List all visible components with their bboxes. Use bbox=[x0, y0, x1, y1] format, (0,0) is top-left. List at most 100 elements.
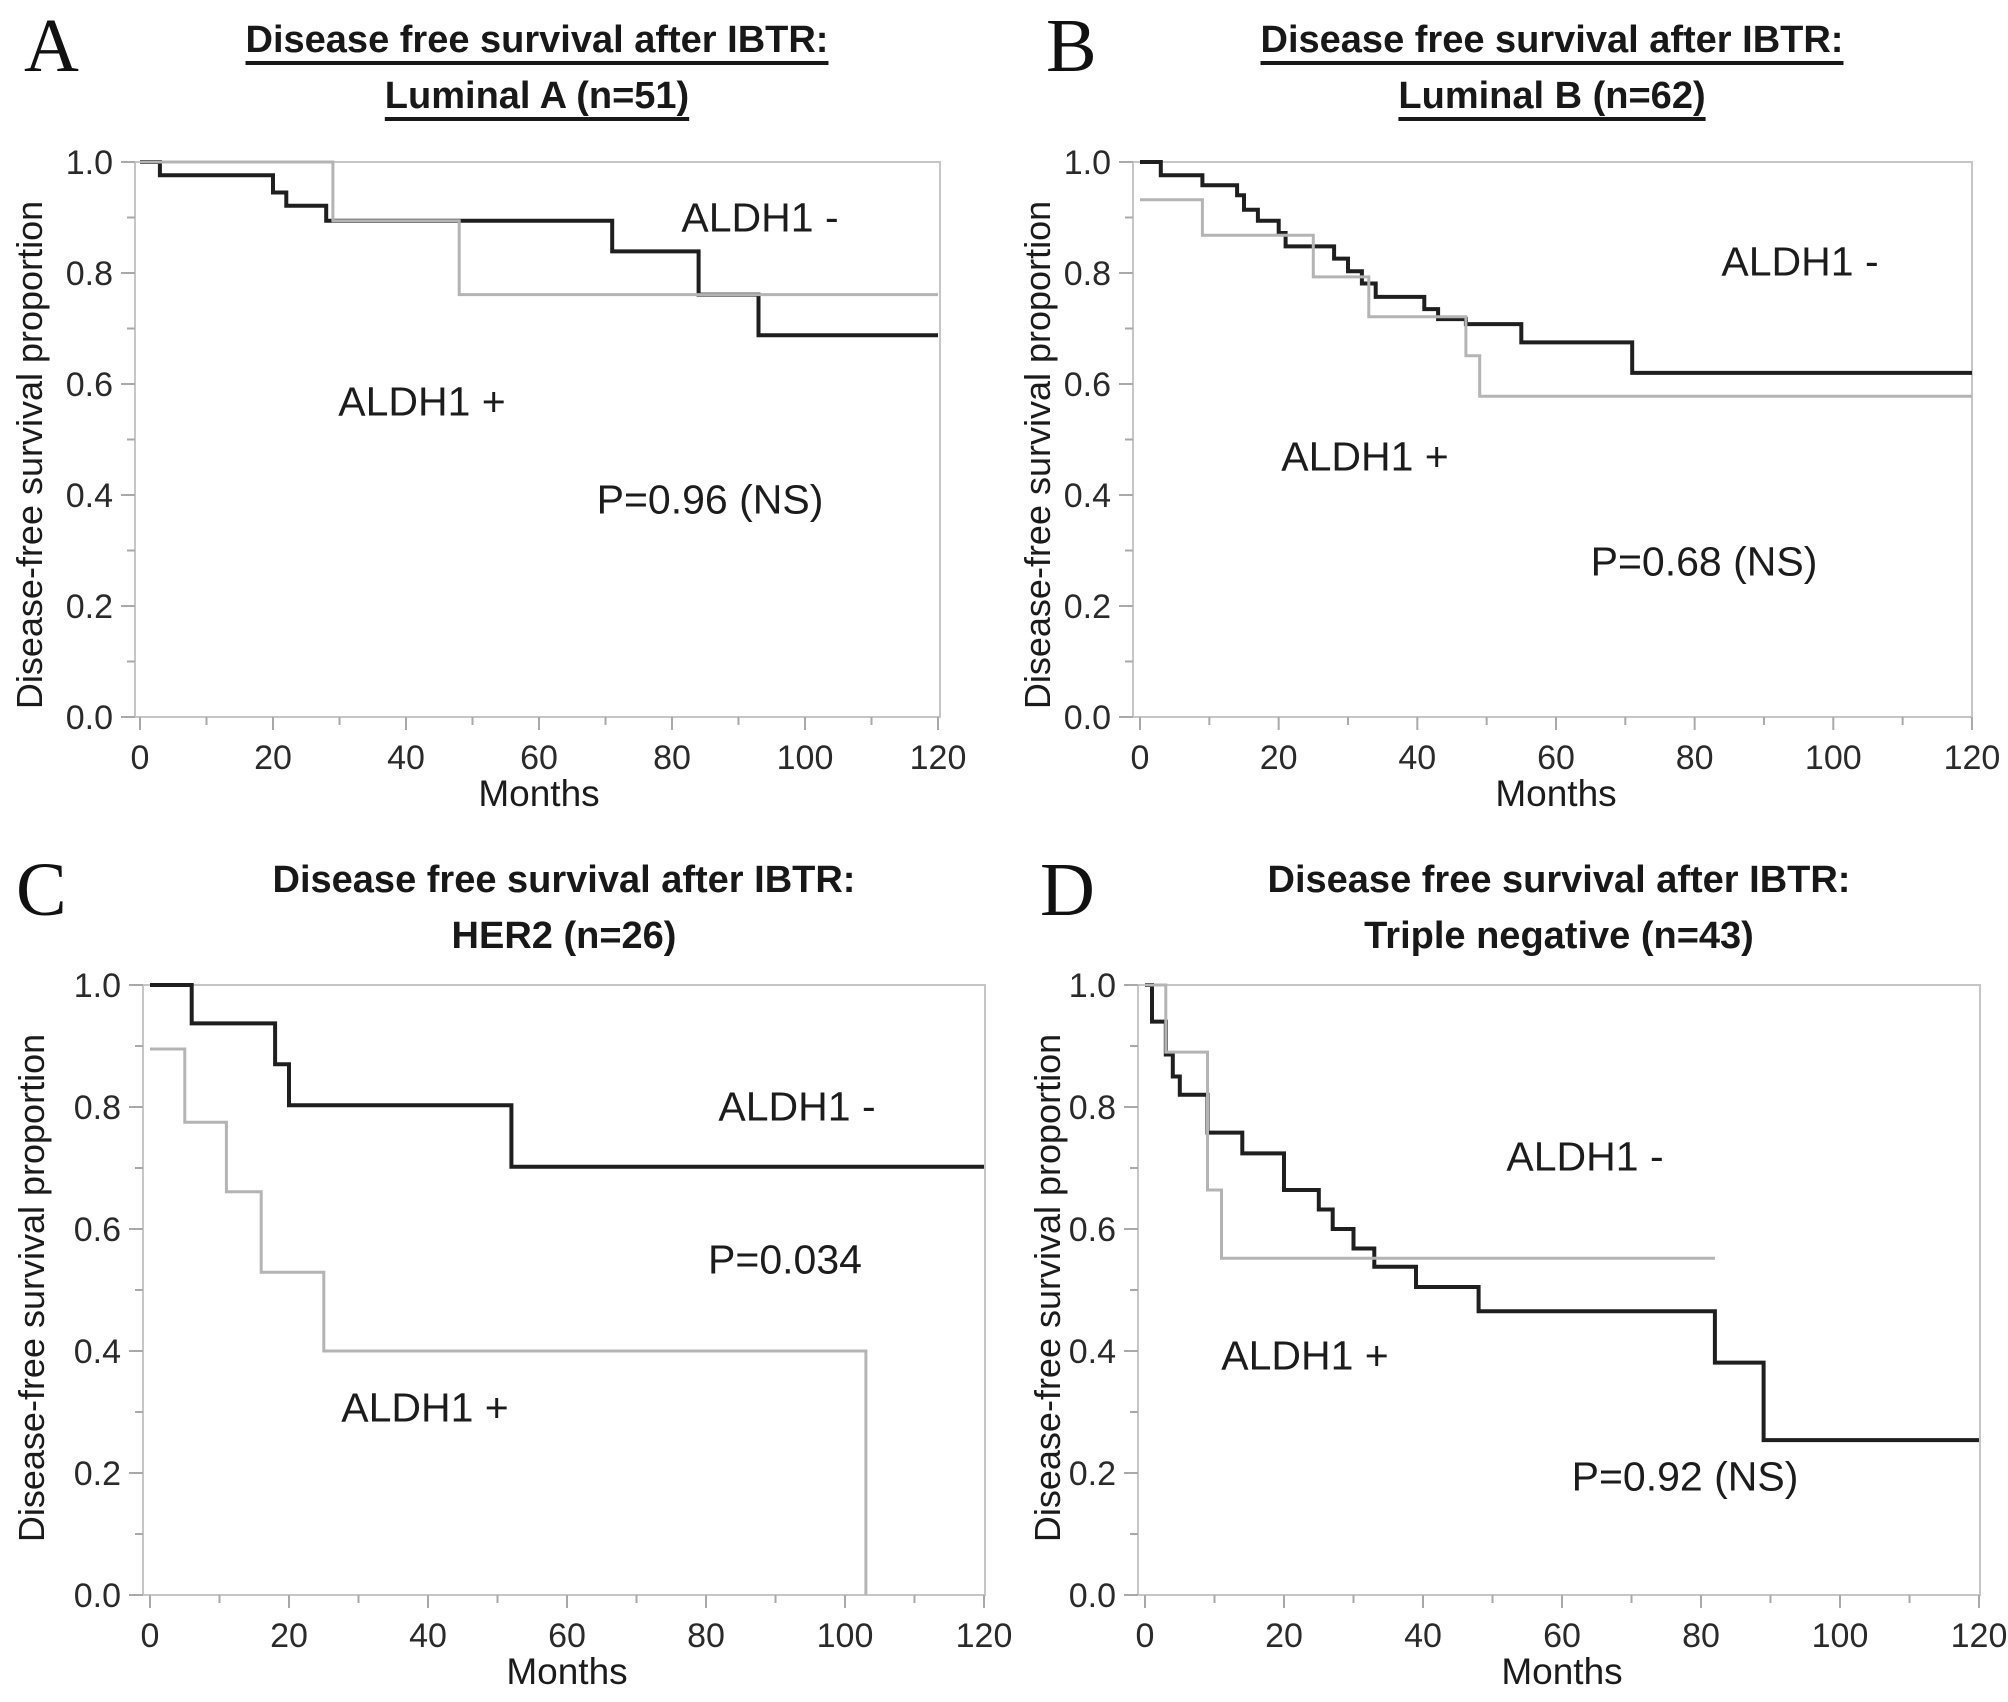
panel-d-title-line2: Triple negative (n=43) bbox=[1364, 915, 1754, 957]
panel-d-x-tick-label: 0 bbox=[1136, 1617, 1155, 1655]
panel-letter-d: D bbox=[1040, 848, 1095, 932]
panel-d-km-curve-aldh1-positive bbox=[1145, 983, 1715, 1260]
panel-letter-c: C bbox=[16, 848, 67, 932]
panel-c-x-tick-label: 20 bbox=[270, 1617, 308, 1655]
panel-b-x-tick-label: 80 bbox=[1676, 739, 1714, 777]
panel-a-y-tick-label: 0.2 bbox=[66, 588, 113, 626]
panel-d-x-tick-label: 40 bbox=[1404, 1617, 1442, 1655]
panel-d-x-tick-label: 120 bbox=[1951, 1617, 2008, 1655]
panel-a-x-axis-label: Months bbox=[478, 773, 600, 814]
panel-d-x-axis-label: Months bbox=[1501, 1651, 1623, 1692]
panel-b-x-tick-label: 120 bbox=[1944, 739, 2001, 777]
panel-c-p-value: P=0.034 bbox=[708, 1236, 862, 1283]
panel-b-y-tick-label: 0.8 bbox=[1064, 255, 1111, 293]
panel-c-y-tick-label: 1.0 bbox=[74, 967, 121, 1005]
panel-a-x-tick-label: 0 bbox=[131, 739, 150, 777]
panel-a-title-line1: Disease free survival after IBTR: bbox=[245, 19, 829, 61]
panel-d-x-tick-label: 60 bbox=[1543, 1617, 1581, 1655]
panel-d-x-tick-label: 80 bbox=[1682, 1617, 1720, 1655]
panel-d-km-curve-aldh1-negative bbox=[1145, 983, 1979, 1443]
panel-c-title: Disease free survival after IBTR: HER2 (… bbox=[184, 852, 944, 964]
panel-a-y-tick-label: 0.8 bbox=[66, 255, 113, 293]
panel-c-km-curve-aldh1-positive bbox=[150, 1047, 868, 1595]
panel-a-x-tick-label: 80 bbox=[653, 739, 691, 777]
panel-a-p-value: P=0.96 (NS) bbox=[596, 476, 824, 523]
panel-a-curve-label-aldh1-positive: ALDH1 + bbox=[338, 378, 506, 425]
panel-b-y-tick-label: 0.0 bbox=[1064, 699, 1111, 737]
panel-d-plot-frame bbox=[1137, 984, 1981, 1596]
panel-a-x-tick-label: 60 bbox=[520, 739, 558, 777]
panel-a-title-line2: Luminal A (n=51) bbox=[384, 75, 690, 117]
panel-d-x-tick-label: 100 bbox=[1812, 1617, 1869, 1655]
panel-d-y-tick-label: 0.4 bbox=[1069, 1333, 1116, 1371]
panel-c-x-axis-label: Months bbox=[506, 1651, 628, 1692]
panel-c-y-tick-label: 0.6 bbox=[74, 1211, 121, 1249]
panel-a-plot-frame bbox=[134, 161, 941, 718]
panel-b-curve-label-aldh1-negative: ALDH1 - bbox=[1721, 238, 1879, 285]
panel-a-x-tick-label: 40 bbox=[387, 739, 425, 777]
panel-letter-a: A bbox=[24, 4, 79, 88]
panel-b-x-tick-label: 40 bbox=[1398, 739, 1436, 777]
panel-d-y-tick-label: 0.8 bbox=[1069, 1089, 1116, 1127]
panel-a-x-tick-label: 100 bbox=[777, 739, 834, 777]
panel-a-x-tick-label: 120 bbox=[910, 739, 967, 777]
panel-a-y-tick-label: 1.0 bbox=[66, 144, 113, 182]
panel-d-x-tick-label: 20 bbox=[1265, 1617, 1303, 1655]
panel-d-y-tick-label: 1.0 bbox=[1069, 967, 1116, 1005]
panel-b-x-tick-label: 20 bbox=[1260, 739, 1298, 777]
panel-d-title-line1: Disease free survival after IBTR: bbox=[1267, 859, 1851, 901]
panel-d-title: Disease free survival after IBTR: Triple… bbox=[1179, 852, 1939, 964]
panel-c-y-tick-label: 0.2 bbox=[74, 1455, 121, 1493]
panel-a-km-curve-aldh1-positive bbox=[140, 160, 938, 297]
panel-c-x-tick-label: 120 bbox=[956, 1617, 1013, 1655]
panel-b-y-tick-label: 0.4 bbox=[1064, 477, 1111, 515]
panel-c-x-tick-label: 40 bbox=[409, 1617, 447, 1655]
panel-c-km-curve-aldh1-negative bbox=[150, 983, 984, 1169]
panel-a-curve-label-aldh1-negative: ALDH1 - bbox=[681, 194, 839, 241]
panel-c-x-tick-label: 0 bbox=[141, 1617, 160, 1655]
panel-a-y-tick-label: 0.4 bbox=[66, 477, 113, 515]
panel-c-x-tick-label: 100 bbox=[817, 1617, 874, 1655]
panel-b-title: Disease free survival after IBTR: Lumina… bbox=[1172, 12, 1932, 124]
panel-c-y-tick-label: 0.8 bbox=[74, 1089, 121, 1127]
panel-b-curve-label-aldh1-positive: ALDH1 + bbox=[1281, 433, 1449, 480]
panel-c-title-line2: HER2 (n=26) bbox=[451, 915, 677, 957]
panel-d-curve-label-aldh1-negative: ALDH1 - bbox=[1506, 1133, 1664, 1180]
panel-a-y-axis-label: Disease-free survival proportion bbox=[9, 200, 50, 710]
panel-b-title-line2: Luminal B (n=62) bbox=[1398, 75, 1706, 117]
panel-c-x-tick-label: 60 bbox=[548, 1617, 586, 1655]
panel-a-x-tick-label: 20 bbox=[254, 739, 292, 777]
panel-c-y-tick-label: 0.4 bbox=[74, 1333, 121, 1371]
panel-d-curve-label-aldh1-positive: ALDH1 + bbox=[1221, 1332, 1389, 1379]
panel-d-y-tick-label: 0.0 bbox=[1069, 1577, 1116, 1615]
panel-b-x-tick-label: 60 bbox=[1537, 739, 1575, 777]
panel-a-km-curve-aldh1-negative bbox=[140, 160, 938, 338]
panel-a-y-tick-label: 0.0 bbox=[66, 699, 113, 737]
panel-b-x-tick-label: 100 bbox=[1805, 739, 1862, 777]
panel-a-title: Disease free survival after IBTR: Lumina… bbox=[157, 12, 917, 124]
panel-c-y-axis-label: Disease-free survival proportion bbox=[11, 1033, 52, 1543]
panel-c-y-tick-label: 0.0 bbox=[74, 1577, 121, 1615]
panel-c-title-line1: Disease free survival after IBTR: bbox=[272, 859, 856, 901]
panel-b-y-tick-label: 0.6 bbox=[1064, 366, 1111, 404]
panel-letter-b: B bbox=[1046, 4, 1097, 88]
panel-b-p-value: P=0.68 (NS) bbox=[1590, 538, 1818, 585]
panel-d-y-tick-label: 0.6 bbox=[1069, 1211, 1116, 1249]
panel-b-y-axis-label: Disease-free survival proportion bbox=[1017, 200, 1058, 710]
panel-d-y-tick-label: 0.2 bbox=[1069, 1455, 1116, 1493]
panel-d-y-axis-label: Disease-free survival proportion bbox=[1027, 1033, 1068, 1543]
panel-b-km-curve-aldh1-positive bbox=[1140, 198, 1972, 398]
panel-b-title-line1: Disease free survival after IBTR: bbox=[1260, 19, 1844, 61]
panel-b-x-axis-label: Months bbox=[1495, 773, 1617, 814]
panel-c-plot-frame bbox=[142, 984, 986, 1596]
panel-b-y-tick-label: 1.0 bbox=[1064, 144, 1111, 182]
panel-c-x-tick-label: 80 bbox=[687, 1617, 725, 1655]
panel-b-x-tick-label: 0 bbox=[1131, 739, 1150, 777]
panel-c-curve-label-aldh1-positive: ALDH1 + bbox=[341, 1384, 509, 1431]
panel-a-y-tick-label: 0.6 bbox=[66, 366, 113, 404]
panel-d-p-value: P=0.92 (NS) bbox=[1571, 1453, 1799, 1500]
panel-c-curve-label-aldh1-negative: ALDH1 - bbox=[718, 1083, 876, 1130]
panel-b-y-tick-label: 0.2 bbox=[1064, 588, 1111, 626]
